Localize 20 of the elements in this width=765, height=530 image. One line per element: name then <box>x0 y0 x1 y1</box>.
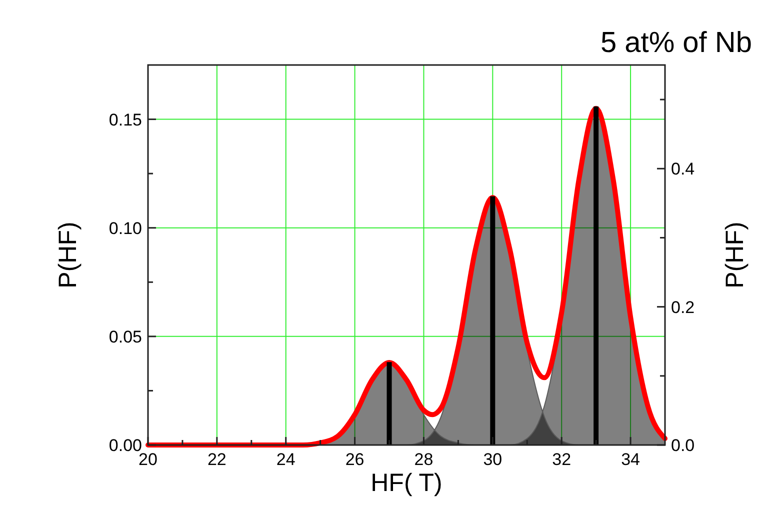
y-tick-label: 0.10 <box>108 218 142 238</box>
x-tick-label: 24 <box>276 450 296 469</box>
y-tick-label: 0.15 <box>108 110 142 130</box>
x-tick-label: 34 <box>621 450 640 469</box>
y2-tick-label: 0.2 <box>671 298 695 317</box>
x-tick-label: 22 <box>207 450 226 469</box>
bar <box>490 196 496 445</box>
x-axis-title: HF( T) <box>370 469 442 497</box>
y2-tick-label: 0.4 <box>671 160 695 179</box>
bar <box>386 362 392 445</box>
y2-axis-title: P(HF) <box>721 222 749 288</box>
x-tick-label: 32 <box>552 450 572 469</box>
x-tick-label: 30 <box>483 450 502 469</box>
y-tick-label: 0.05 <box>108 327 142 346</box>
x-tick-label: 28 <box>414 450 434 469</box>
bar <box>594 106 599 445</box>
chart-title: 5 at% of Nb <box>600 27 752 59</box>
y2-tick-label: 0.0 <box>671 436 695 455</box>
y-axis-title: P(HF) <box>54 222 82 288</box>
x-tick-label: 26 <box>345 450 364 469</box>
